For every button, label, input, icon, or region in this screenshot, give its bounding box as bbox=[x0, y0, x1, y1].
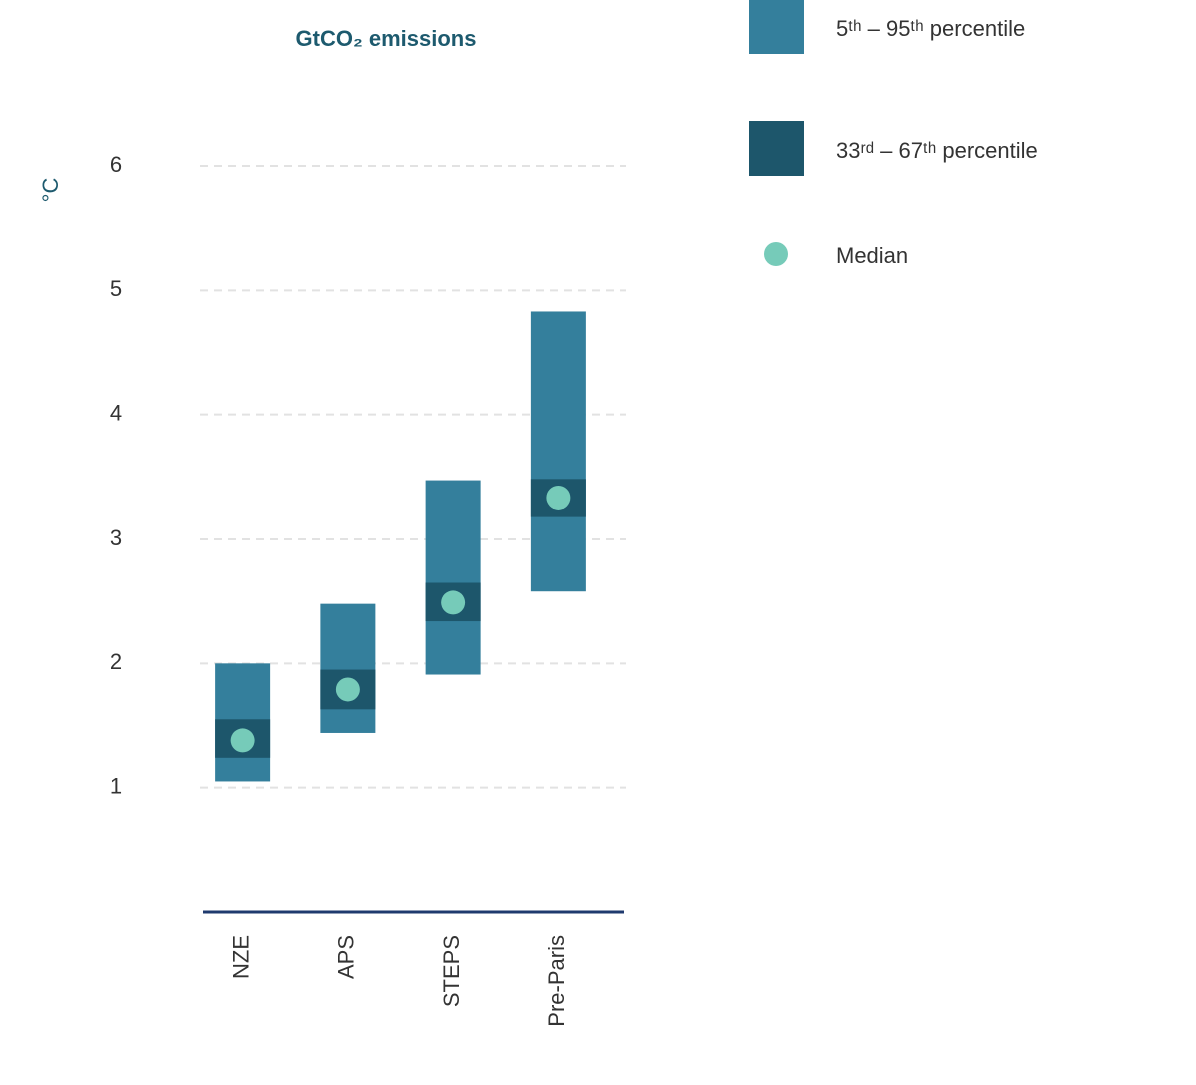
y-tick-label: 5 bbox=[110, 276, 122, 301]
y-axis-label: °C bbox=[38, 178, 63, 203]
x-tick-label: APS bbox=[334, 935, 359, 979]
median-dot bbox=[230, 728, 255, 753]
y-tick-label: 1 bbox=[110, 773, 122, 798]
x-tick-label: STEPS bbox=[439, 935, 464, 1007]
legend-swatch bbox=[764, 242, 788, 266]
chart-title: GtCO₂ emissions bbox=[296, 26, 477, 51]
x-tick-label: Pre-Paris bbox=[544, 935, 569, 1027]
range-bar bbox=[425, 480, 481, 675]
median-dot bbox=[441, 590, 466, 615]
y-tick-label: 2 bbox=[110, 649, 122, 674]
range-bar bbox=[320, 603, 376, 733]
range-bar bbox=[530, 311, 586, 592]
legend-label: Median bbox=[836, 243, 908, 268]
legend-swatch bbox=[749, 121, 804, 176]
y-tick-label: 3 bbox=[110, 525, 122, 550]
median-dot bbox=[546, 485, 571, 510]
x-tick-label: NZE bbox=[228, 935, 253, 979]
legend-swatch bbox=[749, 0, 804, 54]
legend-label: 33ʳᵈ – 67ᵗʰ percentile bbox=[836, 138, 1038, 163]
y-tick-label: 4 bbox=[110, 400, 122, 425]
legend-label: 5ᵗʰ – 95ᵗʰ percentile bbox=[836, 16, 1025, 41]
y-tick-label: 6 bbox=[110, 152, 122, 177]
median-dot bbox=[335, 677, 360, 702]
